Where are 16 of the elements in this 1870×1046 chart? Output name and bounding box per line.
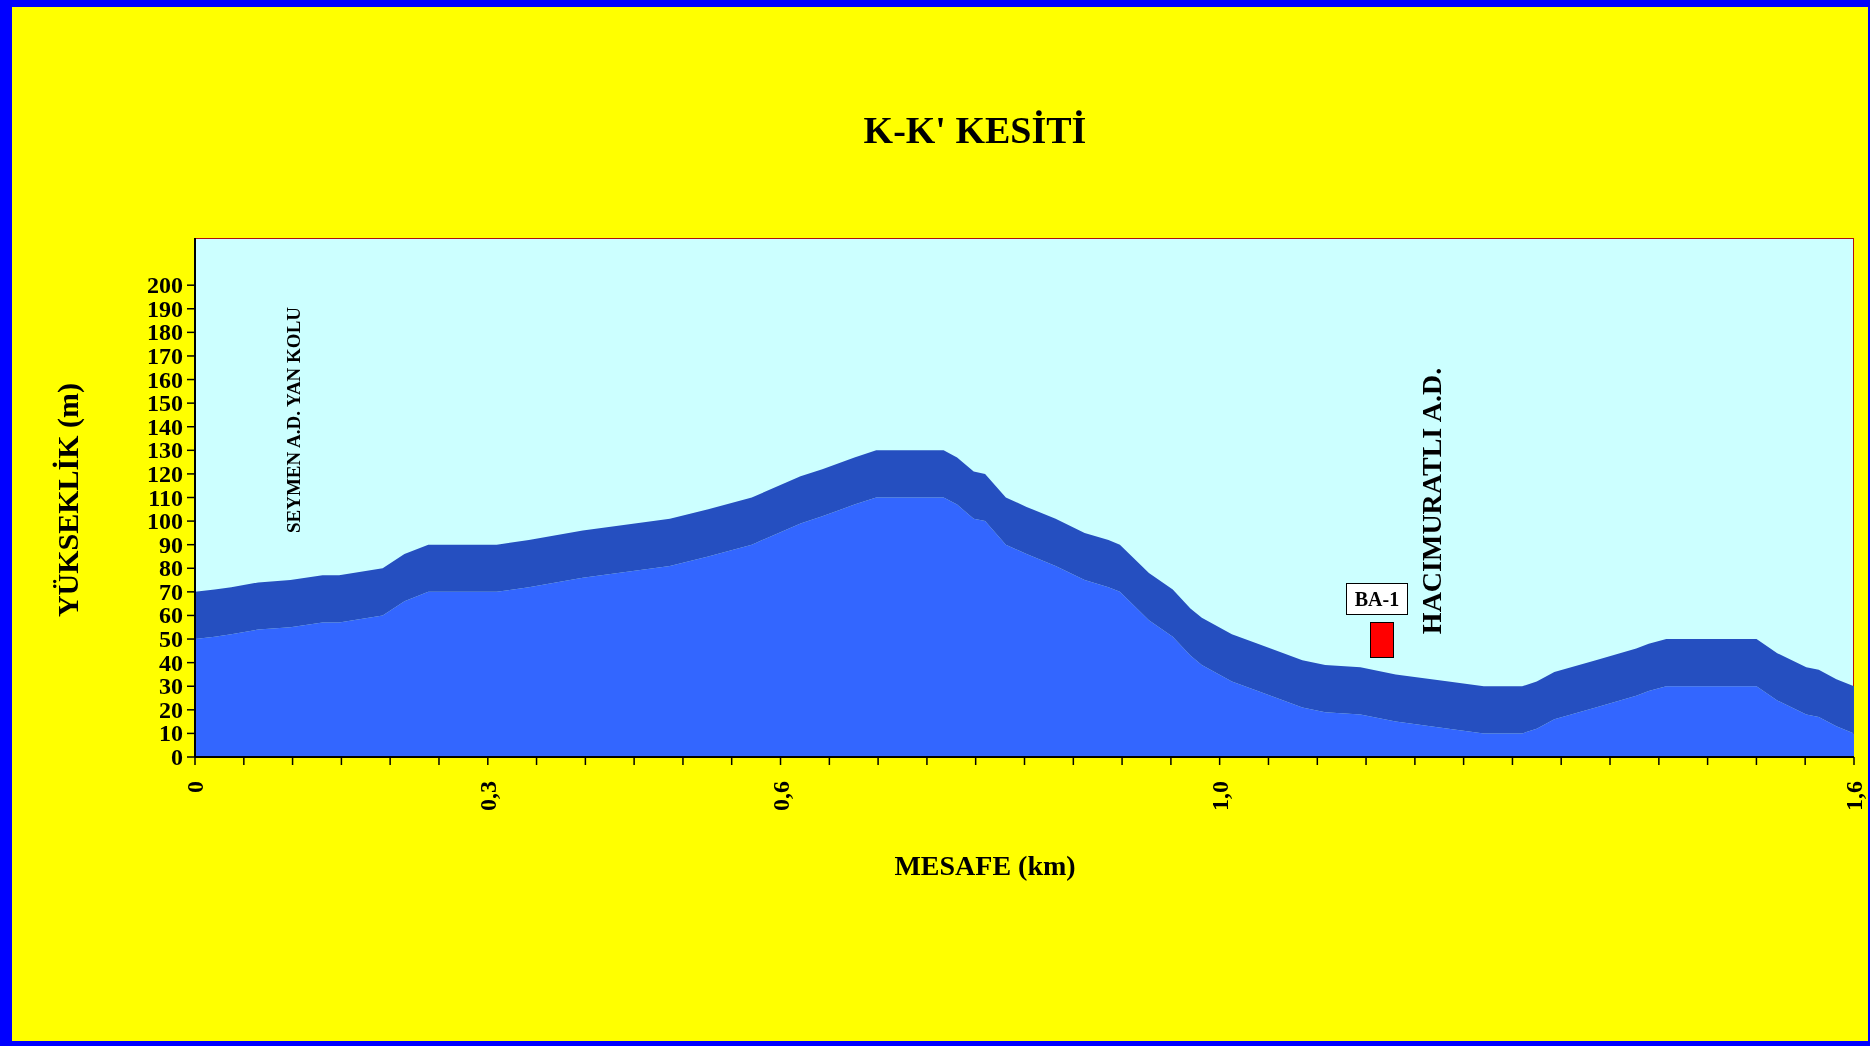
x-tick-label: 1,0 — [1206, 781, 1233, 811]
y-tick-label: 160 — [147, 366, 183, 393]
annotation: BA-1 — [1346, 583, 1408, 615]
y-tick-label: 10 — [159, 720, 183, 747]
y-tick-label: 60 — [159, 602, 183, 629]
x-axis-title: MESAFE (km) — [894, 850, 1076, 881]
y-axis-title: YÜKSEKLİK (m) — [51, 382, 84, 618]
x-tick-label: 0 — [182, 781, 208, 793]
x-tick-label: 0,6 — [767, 781, 794, 811]
annotation: SEYMEN A.D. YAN KOLU — [283, 306, 305, 534]
y-tick-label: 110 — [148, 484, 183, 511]
x-tick-label: 1,6 — [1841, 781, 1867, 811]
annotation: HACIMURATLI A.D. — [1416, 367, 1448, 635]
x-tick-label: 0,3 — [474, 781, 501, 811]
y-tick-label: 0 — [171, 744, 183, 770]
chart-title: K-K' KESİTİ — [863, 109, 1087, 151]
